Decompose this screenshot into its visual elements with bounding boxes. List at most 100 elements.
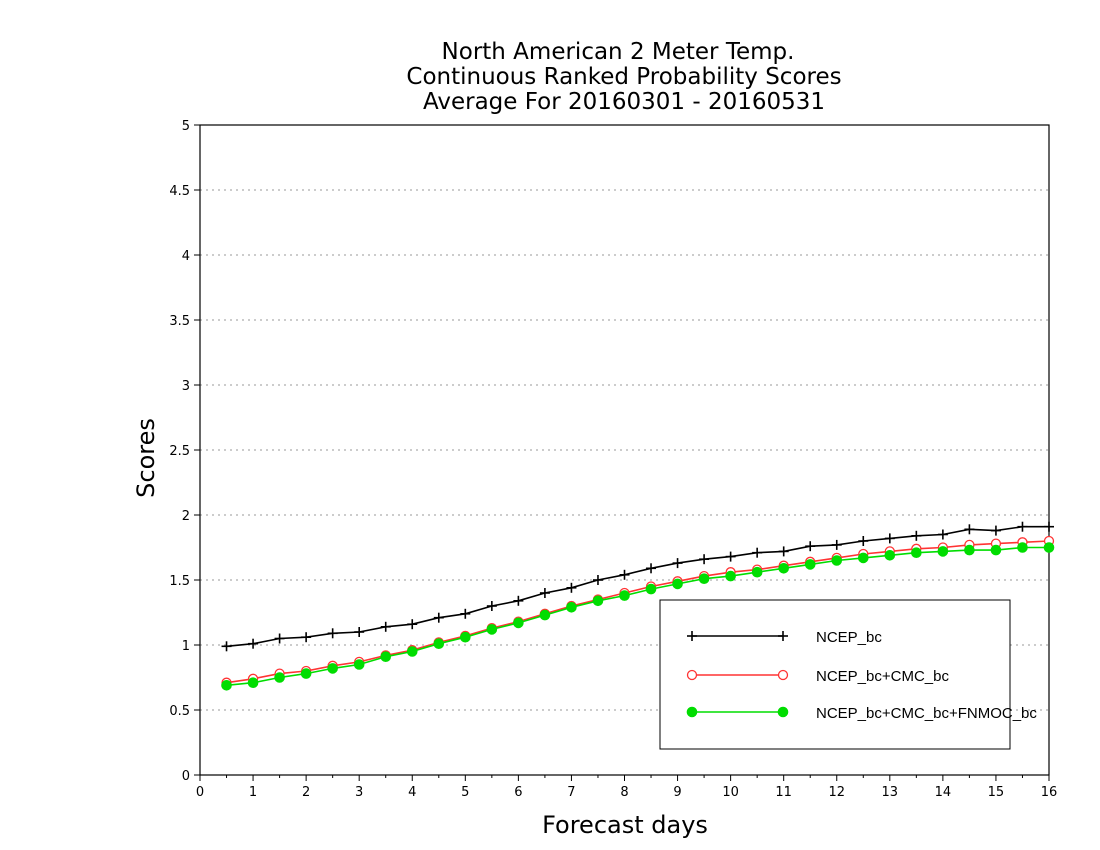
data-point <box>725 551 736 562</box>
x-tick-label: 10 <box>722 785 739 800</box>
chart-title-line-2: Continuous Ranked Probability Scores <box>406 64 841 90</box>
data-point <box>486 624 498 635</box>
data-point <box>831 555 843 566</box>
y-tick-label: 4.5 <box>169 184 190 199</box>
data-point <box>964 544 975 556</box>
y-tick-label: 0 <box>182 769 190 784</box>
data-point <box>486 601 497 611</box>
data-point <box>990 525 1001 536</box>
data-point <box>645 583 657 595</box>
data-point <box>539 609 551 621</box>
legend-items: NCEP_bc NCEP_bc+CMC_bc NCEP_bc+CMC_bc+FNMO… <box>686 629 1037 722</box>
x-tick-label: 16 <box>1041 785 1058 800</box>
data-point <box>884 550 896 561</box>
data-point <box>778 546 789 557</box>
chart-title: North American 2 Meter Temp. Continuous … <box>406 39 841 115</box>
legend-marker <box>686 706 698 718</box>
data-point <box>1044 521 1054 532</box>
x-tick-label: 2 <box>302 785 310 800</box>
data-point <box>247 677 259 689</box>
data-point <box>354 627 365 637</box>
data-point <box>301 632 312 643</box>
data-point <box>858 536 869 546</box>
data-point <box>380 651 392 663</box>
data-point <box>327 628 338 639</box>
data-point <box>805 541 816 552</box>
y-tick-label: 5 <box>182 119 190 134</box>
data-point <box>911 530 922 541</box>
data-point <box>752 547 763 558</box>
legend-marker <box>687 631 697 641</box>
x-axis-title: Forecast days <box>542 811 708 839</box>
data-point <box>433 638 445 650</box>
data-point <box>248 638 259 649</box>
data-point <box>937 529 948 540</box>
x-tick-label: 0 <box>196 785 204 800</box>
data-point <box>698 573 710 585</box>
data-point <box>1017 542 1028 553</box>
data-point <box>274 633 285 644</box>
data-point <box>937 546 949 557</box>
data-point <box>990 544 1002 556</box>
data-point <box>884 533 895 544</box>
y-tick-label: 1.5 <box>169 574 190 589</box>
y-tick-label: 3.5 <box>169 314 190 329</box>
data-point <box>831 539 842 550</box>
data-point <box>619 590 630 601</box>
legend-marker <box>778 631 788 641</box>
x-tick-label: 3 <box>355 785 363 800</box>
x-tick-label: 9 <box>673 785 681 800</box>
data-point <box>407 619 418 630</box>
x-tick-label: 12 <box>828 785 845 800</box>
x-tick-label: 8 <box>620 785 628 800</box>
chart-title-line-3: Average For 20160301 - 20160531 <box>423 89 825 115</box>
data-point <box>327 663 338 674</box>
series-1 <box>221 521 1054 652</box>
data-point <box>1017 521 1028 532</box>
x-tick-label: 1 <box>249 785 257 800</box>
data-point <box>804 559 816 570</box>
data-point <box>646 563 657 574</box>
data-point <box>619 569 630 580</box>
legend-marker <box>777 669 789 681</box>
x-tick-label: 15 <box>988 785 1005 800</box>
data-point <box>751 566 763 578</box>
data-point <box>699 554 710 565</box>
y-tick-label: 2.5 <box>169 444 190 459</box>
y-tick-label: 3 <box>182 379 190 394</box>
data-point <box>672 558 683 569</box>
y-axis-title: Scores <box>132 418 160 498</box>
data-point <box>592 595 604 607</box>
data-point <box>460 631 471 643</box>
y-tick-label: 1 <box>182 639 190 654</box>
x-tick-label: 7 <box>567 785 575 800</box>
x-tick-label: 13 <box>882 785 899 800</box>
data-point <box>300 668 312 679</box>
data-point <box>566 582 577 593</box>
data-point <box>406 646 418 657</box>
y-axis-ticks: 0 0.5 1 1.5 2 2.5 3 3.5 4 4.5 5 <box>169 119 200 784</box>
data-point <box>539 588 550 598</box>
data-point <box>1043 542 1055 553</box>
data-point <box>566 602 577 613</box>
y-tick-label: 0.5 <box>169 704 190 719</box>
y-tick-label: 4 <box>182 249 190 264</box>
data-point <box>221 680 232 691</box>
data-point <box>353 659 365 670</box>
x-tick-label: 6 <box>514 785 522 800</box>
legend-label: NCEP_bc+CMC_bc <box>816 668 949 685</box>
data-point <box>592 575 603 585</box>
plot-area-frame <box>199 124 1050 776</box>
data-point <box>433 612 444 623</box>
legend-label: NCEP_bc <box>816 629 882 646</box>
y-tick-label: 2 <box>182 509 190 524</box>
legend-label: NCEP_bc+CMC_bc+FNMOC_bc <box>816 705 1037 722</box>
x-tick-label: 11 <box>775 785 792 800</box>
x-tick-label: 14 <box>935 785 952 800</box>
data-point <box>911 547 922 559</box>
data-point <box>380 621 391 632</box>
data-point <box>513 617 524 629</box>
data-point <box>513 595 524 606</box>
x-axis-ticks: 0 1 2 3 4 5 6 7 8 9 10 11 12 13 14 15 16 <box>196 775 1057 800</box>
